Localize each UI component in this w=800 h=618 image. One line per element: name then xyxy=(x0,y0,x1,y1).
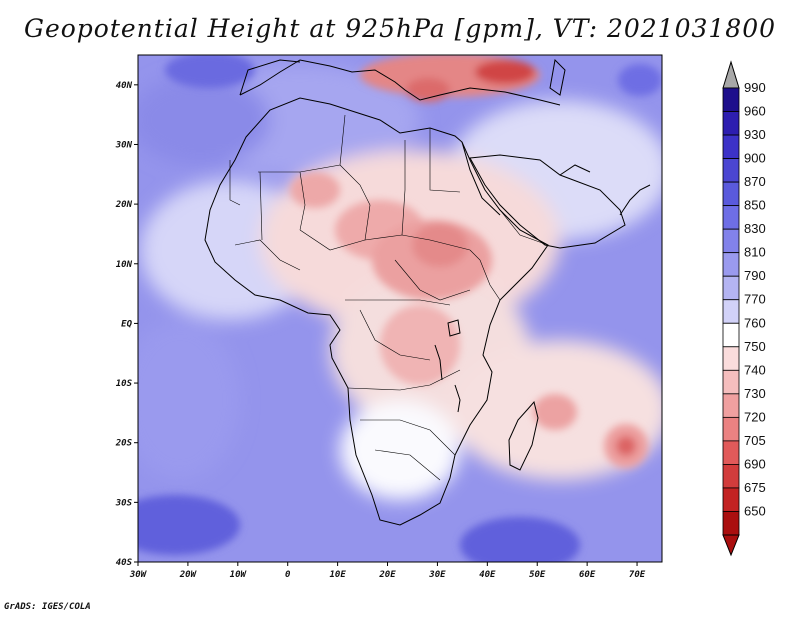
coastlines xyxy=(204,58,651,526)
colorbar-label: 990 xyxy=(744,80,766,95)
lake-victoria xyxy=(447,319,461,337)
africa-coastline xyxy=(204,97,549,526)
colorbar-swatch xyxy=(722,440,740,465)
y-tick-label: 10N xyxy=(116,260,133,270)
colorbar-swatch xyxy=(722,205,740,230)
colorbar-swatch xyxy=(722,299,740,324)
colorbar-swatch xyxy=(722,369,740,395)
colorbar-label: 730 xyxy=(744,386,766,401)
colorbar-swatch xyxy=(722,134,740,159)
grads-credit: GrADS: IGES/COLA xyxy=(4,602,91,612)
colorbar-label: 690 xyxy=(744,456,766,471)
colorbar-label: 760 xyxy=(744,315,766,330)
colorbar-label: 675 xyxy=(744,480,766,495)
colorbar-swatch xyxy=(722,464,740,489)
colorbar-label: 870 xyxy=(744,174,766,189)
colorbar-top-arrow xyxy=(722,60,740,89)
y-tick-label: 10S xyxy=(116,379,133,389)
colorbar-swatch xyxy=(722,181,740,207)
colorbar-swatch xyxy=(722,511,740,536)
colorbar-swatch xyxy=(722,275,740,301)
colorbar-label: 750 xyxy=(744,339,766,354)
colorbar-label: 830 xyxy=(744,221,766,236)
lake-malawi xyxy=(454,384,461,413)
madagascar xyxy=(508,400,539,471)
x-tick-label: 10E xyxy=(329,570,346,580)
y-tick-label: 20S xyxy=(115,439,133,449)
x-tick-label: 70E xyxy=(629,570,646,580)
colorbar-label: 960 xyxy=(744,104,766,119)
iberia xyxy=(239,59,301,96)
x-tick-label: 0 xyxy=(285,570,291,580)
y-tick-label: 30S xyxy=(115,498,133,508)
colorbar-bottom-arrow xyxy=(722,534,740,557)
colorbar-label: 650 xyxy=(744,503,766,518)
colorbar-swatch xyxy=(722,487,740,512)
x-axis: 30W 20W 10W 0 10E 20E 30E 40E 50E 60E 70E xyxy=(129,562,646,580)
colorbar-label: 930 xyxy=(744,127,766,142)
colorbar-swatch xyxy=(722,346,740,371)
x-tick-label: 60E xyxy=(579,570,596,580)
y-tick-label: 20N xyxy=(115,200,133,210)
x-tick-label: 20W xyxy=(179,570,198,580)
chart-title: Geopotential Height at 925hPa [gpm], VT:… xyxy=(23,14,777,43)
x-tick-label: 10W xyxy=(230,570,248,580)
borders xyxy=(229,114,549,481)
colorbar-swatch xyxy=(722,87,740,112)
caspian-sea xyxy=(549,58,566,96)
x-tick-label: 30E xyxy=(428,570,446,580)
colorbar-label: 770 xyxy=(744,292,766,307)
colorbar-swatch xyxy=(722,322,740,348)
colorbar-swatch xyxy=(722,252,740,277)
colorbar-label: 790 xyxy=(744,268,766,283)
y-tick-label: 30N xyxy=(115,140,133,150)
colorbar-label: 740 xyxy=(744,362,766,377)
red-sea xyxy=(461,141,501,216)
europe-coast xyxy=(239,59,561,106)
persian-gulf xyxy=(559,164,591,176)
colorbar-label: 850 xyxy=(744,198,766,213)
x-tick-label: 30W xyxy=(129,570,148,580)
y-tick-label: 40S xyxy=(116,558,133,568)
colorbar-swatch xyxy=(722,416,740,442)
colorbar-label: 720 xyxy=(744,409,766,424)
colorbar-swatch xyxy=(722,393,740,418)
y-axis: 40N 30N 20N 10N EQ 10S 20S 30S 40S xyxy=(115,81,138,568)
x-tick-label: 40E xyxy=(479,570,496,580)
y-tick-label: 40N xyxy=(116,81,133,91)
colorbar: 990 960 930 900 870 850 830 810 790 770 760 750 740 7… xyxy=(722,60,766,557)
colorbar-label: 810 xyxy=(744,245,766,260)
height-field xyxy=(138,55,662,562)
x-tick-label: 20E xyxy=(378,570,396,580)
colorbar-swatch xyxy=(722,111,740,136)
plot-frame xyxy=(137,54,663,563)
x-tick-label: 50E xyxy=(529,570,546,580)
y-tick-label: EQ xyxy=(121,319,132,329)
india-coast xyxy=(619,184,651,216)
colorbar-swatch xyxy=(722,228,740,254)
colorbar-label: 705 xyxy=(744,433,766,448)
colorbar-swatch xyxy=(722,158,740,183)
arabian-peninsula xyxy=(469,154,626,249)
colorbar-label: 900 xyxy=(744,151,766,166)
lake-tanganyika xyxy=(434,344,443,381)
